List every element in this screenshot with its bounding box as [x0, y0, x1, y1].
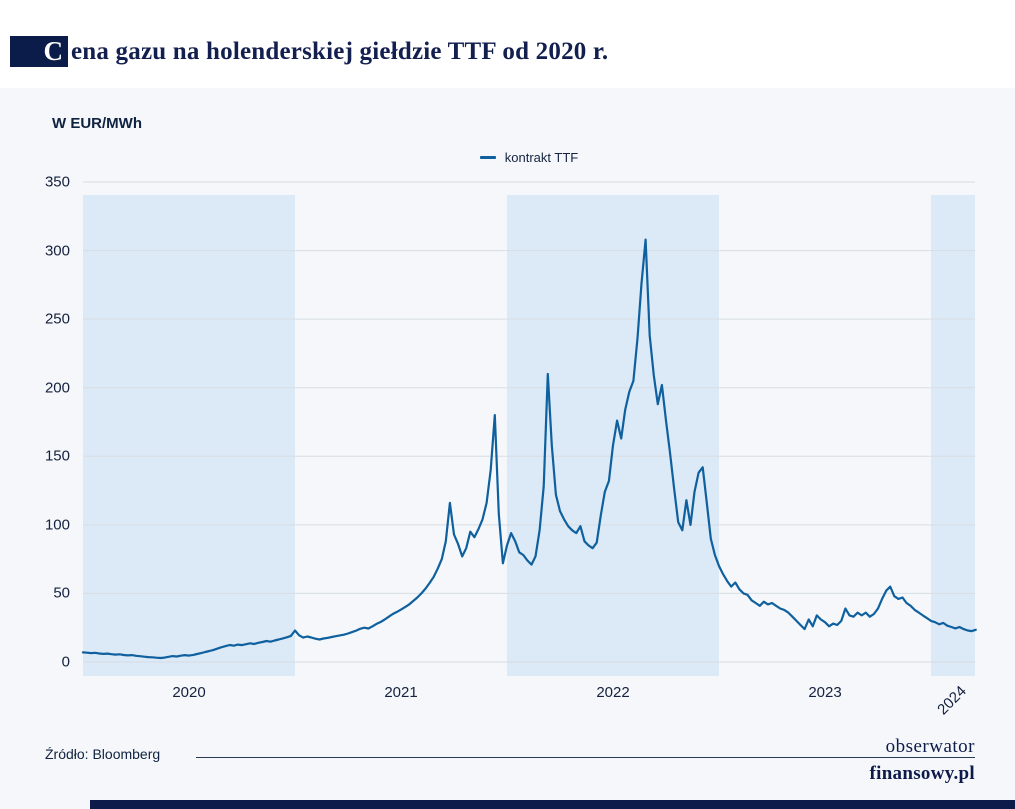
year-shading-band	[507, 195, 719, 676]
y-tick-label: 200	[44, 379, 70, 397]
y-tick-label: 50	[53, 584, 70, 602]
title-text: ena gazu na holenderskiej giełdzie TTF o…	[71, 37, 609, 65]
logo-line-2: finansowy.pl	[869, 763, 975, 784]
y-tick-label: 150	[44, 447, 70, 465]
year-shading-band	[83, 195, 295, 676]
title-initial-block: C	[10, 36, 68, 67]
chart-legend: kontrakt TTF	[83, 150, 975, 165]
y-axis-unit-label: W EUR/MWh	[52, 115, 142, 132]
y-tick-label: 300	[44, 242, 70, 260]
y-tick-label: 100	[44, 516, 70, 534]
bottom-accent-bar	[90, 800, 1015, 809]
title-first-letter: C	[43, 36, 64, 66]
y-tick-label: 250	[44, 310, 70, 328]
x-tick-label: 2021	[384, 684, 418, 701]
footer-divider	[196, 757, 975, 758]
year-shading-band	[931, 195, 975, 676]
x-tick-label: 2023	[808, 684, 842, 701]
x-tick-label: 2020	[172, 684, 206, 701]
ttf-price-line	[81, 238, 977, 660]
logo-line-1: obserwator	[885, 736, 975, 757]
y-tick-label: 350	[44, 173, 70, 191]
x-tick-label: 2022	[596, 684, 630, 701]
source-caption: Źródło: Bloomberg	[45, 746, 161, 762]
y-tick-label: 0	[61, 653, 70, 671]
page-title: C ena gazu na holenderskiej giełdzie TTF…	[10, 36, 608, 67]
obserwator-finansowy-logo: obserwator finansowy.pl	[869, 737, 975, 783]
legend-series-label: kontrakt TTF	[504, 150, 579, 165]
legend-line-marker-icon	[479, 156, 496, 159]
